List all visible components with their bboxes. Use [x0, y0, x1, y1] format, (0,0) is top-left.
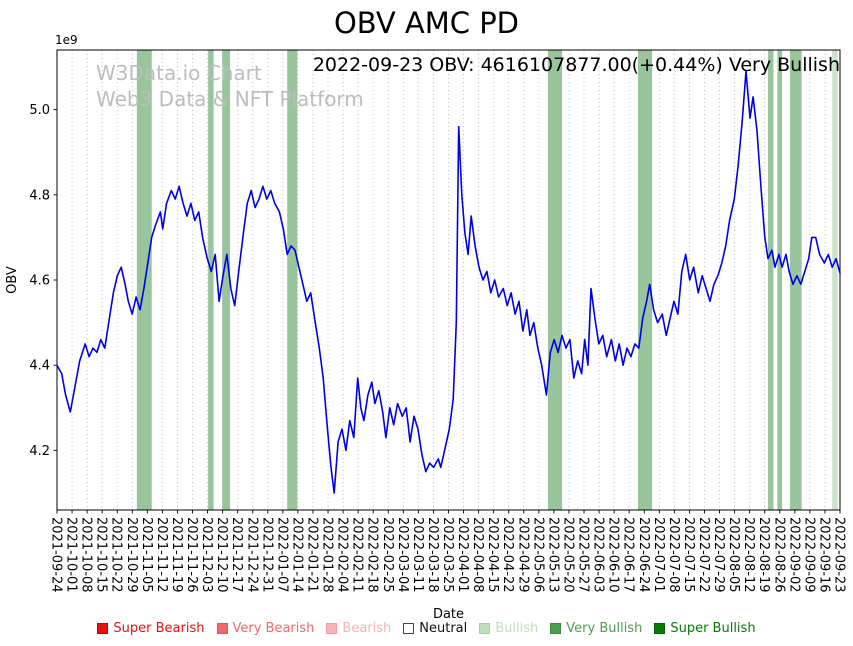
x-tick-label: 2021-09-24: [49, 517, 64, 593]
x-tick-label: 2022-06-17: [621, 517, 636, 593]
legend-label-very-bullish: Very Bullish: [566, 621, 643, 636]
y-axis-label: OBV: [5, 266, 20, 294]
x-tick-label: 2022-05-20: [560, 517, 575, 593]
obv-line: [56, 70, 841, 494]
signal-band-very-bullish: [287, 50, 298, 510]
x-tick-label: 2022-05-06: [530, 517, 545, 593]
x-tick-label: 2022-04-15: [485, 517, 500, 593]
x-tick-label: 2021-12-17: [229, 517, 244, 593]
x-tick-label: 2021-12-31: [259, 517, 274, 593]
x-tick-label: 2022-02-25: [380, 517, 395, 593]
x-tick-label: 2021-11-26: [184, 517, 199, 593]
legend-item-bullish: Bullish: [479, 621, 538, 636]
x-tick-label: 2022-09-16: [816, 517, 831, 593]
legend-swatch-super-bullish: [654, 623, 666, 634]
x-tick-label: 2022-04-08: [470, 517, 485, 593]
y-tick-label: 4.6: [29, 274, 50, 289]
x-tick-label: 2021-11-05: [139, 517, 154, 593]
x-tick-label: 2022-08-19: [756, 517, 771, 593]
signal-band-bullish: [832, 50, 838, 510]
x-tick-label: 2022-02-04: [335, 517, 350, 593]
x-tick-label: 2022-04-22: [500, 517, 515, 593]
x-tick-label: 2022-05-27: [576, 517, 591, 593]
x-tick-label: 2022-03-11: [410, 517, 425, 593]
legend-label-super-bearish: Super Bearish: [113, 621, 205, 636]
chart-subtitle: 2022-09-23 OBV: 4616107877.00(+0.44%) Ve…: [312, 54, 840, 76]
x-tick-label: 2021-10-08: [79, 517, 94, 593]
x-tick-label: 2021-10-15: [94, 517, 109, 593]
legend-swatch-bearish: [326, 623, 338, 634]
x-tick-label: 2022-08-12: [741, 517, 756, 593]
legend-label-bullish: Bullish: [495, 621, 539, 636]
legend-swatch-very-bullish: [550, 623, 562, 634]
legend-swatch-super-bearish: [97, 623, 109, 634]
x-tick-label: 2022-08-05: [726, 517, 741, 593]
legend-label-neutral: Neutral: [419, 621, 468, 636]
x-tick-label: 2022-06-03: [591, 517, 606, 593]
x-tick-label: 2022-03-18: [425, 517, 440, 593]
chart-title: OBV AMC PD: [333, 6, 520, 40]
signal-band-very-bullish: [777, 50, 783, 510]
x-tick-label: 2022-01-28: [320, 517, 335, 593]
legend-label-bearish: Bearish: [342, 621, 392, 636]
x-tick-label: 2022-07-15: [681, 517, 696, 593]
x-tick-label: 2022-06-24: [636, 517, 651, 593]
x-tick-label: 2022-01-14: [289, 517, 304, 593]
signal-legend: Super Bearish Very Bearish Bearish Neutral B…: [0, 621, 853, 636]
x-tick-label: 2022-09-09: [801, 517, 816, 593]
x-tick-label: 2021-10-29: [124, 517, 139, 593]
x-tick-label: 2021-12-24: [244, 517, 259, 593]
legend-item-super-bearish: Super Bearish: [97, 621, 205, 636]
x-tick-label: 2022-03-04: [395, 517, 410, 593]
plot-border: [56, 49, 841, 511]
signal-band-very-bullish: [637, 50, 653, 510]
signal-band-very-bullish: [136, 50, 152, 510]
legend-item-bearish: Bearish: [326, 621, 391, 636]
x-tick-label: 2022-09-23: [832, 517, 847, 593]
x-tick-label: 2021-11-12: [154, 517, 169, 593]
x-tick-label: 2022-08-26: [771, 517, 786, 593]
x-tick-label: 2021-12-03: [199, 517, 214, 593]
x-tick-label: 2022-05-13: [545, 517, 560, 593]
legend-swatch-neutral: [403, 623, 415, 634]
x-tick-label: 2021-12-10: [214, 517, 229, 593]
legend-label-super-bullish: Super Bullish: [670, 621, 756, 636]
legend-item-very-bearish: Very Bearish: [216, 621, 315, 636]
y-tick-label: 4.2: [29, 444, 50, 459]
x-tick-label: 2022-09-02: [786, 517, 801, 593]
x-tick-label: 2022-07-08: [666, 517, 681, 593]
x-axis-label: Date: [433, 607, 464, 622]
legend-item-neutral: Neutral: [403, 621, 467, 636]
signal-band-very-bullish: [208, 50, 214, 510]
y-axis-offset-text: 1e9: [55, 33, 78, 47]
x-tick-label: 2022-07-22: [696, 517, 711, 593]
x-tick-label: 2021-11-19: [169, 517, 184, 593]
x-tick-label: 2022-06-10: [606, 517, 621, 593]
y-tick-label: 4.4: [29, 359, 50, 374]
x-tick-label: 2022-04-01: [455, 517, 470, 593]
x-tick-label: 2022-07-29: [711, 517, 726, 593]
x-tick-label: 2022-01-21: [304, 517, 319, 593]
y-tick-label: 4.8: [29, 188, 50, 203]
signal-band-very-bullish: [767, 50, 774, 510]
signal-band-very-bullish: [222, 50, 231, 510]
legend-item-very-bullish: Very Bullish: [550, 621, 642, 636]
signal-band-very-bullish: [547, 50, 563, 510]
legend-swatch-very-bearish: [216, 623, 228, 634]
x-tick-label: 2022-02-18: [365, 517, 380, 593]
x-tick-label: 2022-07-01: [651, 517, 666, 593]
x-tick-label: 2021-10-01: [64, 517, 79, 593]
x-tick-label: 2021-10-22: [109, 517, 124, 593]
legend-swatch-bullish: [479, 623, 491, 634]
legend-item-super-bullish: Super Bullish: [654, 621, 756, 636]
y-tick-label: 5.0: [29, 103, 50, 118]
x-tick-label: 2022-03-25: [440, 517, 455, 593]
legend-label-very-bearish: Very Bearish: [232, 621, 315, 636]
x-tick-label: 2022-04-29: [515, 517, 530, 593]
x-tick-label: 2022-02-11: [350, 517, 365, 593]
x-tick-label: 2022-01-07: [274, 517, 289, 593]
